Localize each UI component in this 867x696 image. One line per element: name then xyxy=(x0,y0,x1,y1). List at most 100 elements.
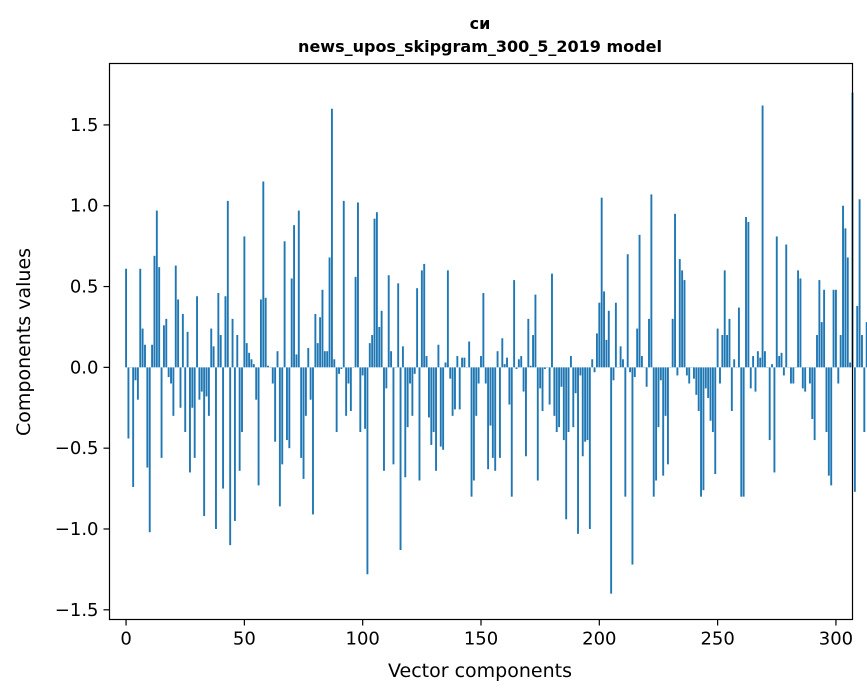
bar xyxy=(428,367,430,418)
bar xyxy=(834,289,837,368)
bars-group xyxy=(125,92,867,594)
bar xyxy=(719,367,721,384)
bar xyxy=(316,343,319,368)
bar xyxy=(418,367,421,481)
bar xyxy=(330,108,333,368)
bar xyxy=(127,367,130,439)
bar xyxy=(482,293,485,368)
y-tick-label: 0.0 xyxy=(70,357,99,378)
bar xyxy=(652,367,655,497)
bar xyxy=(612,367,615,381)
bar xyxy=(200,367,203,392)
bar xyxy=(255,367,258,400)
bar xyxy=(745,217,747,368)
bar xyxy=(659,367,662,381)
bar xyxy=(543,367,546,369)
bar xyxy=(463,357,466,368)
bar xyxy=(541,367,544,411)
chart-subtitle: news_upos_skipgram_300_5_2019 model xyxy=(298,37,662,56)
bar xyxy=(203,367,206,517)
bar xyxy=(780,352,783,368)
bar xyxy=(125,268,128,368)
x-axis: 0 50 100 150 200 250 300 xyxy=(120,619,853,650)
bar xyxy=(693,367,695,379)
bar xyxy=(517,359,520,368)
bar xyxy=(598,302,601,368)
bar xyxy=(179,367,182,408)
bar xyxy=(252,364,255,368)
bar xyxy=(865,322,867,368)
bar xyxy=(695,367,698,395)
bar xyxy=(302,367,305,479)
bar xyxy=(832,289,835,368)
bar xyxy=(858,199,861,368)
bar xyxy=(619,346,622,368)
bar xyxy=(290,278,293,368)
bar xyxy=(475,367,478,416)
bar xyxy=(510,367,513,497)
bar xyxy=(345,367,348,416)
bar xyxy=(174,265,177,368)
bar xyxy=(626,254,629,368)
bar xyxy=(207,367,210,416)
bar xyxy=(614,302,617,368)
bar xyxy=(212,346,215,368)
bar xyxy=(480,356,482,368)
bar xyxy=(752,356,755,368)
bar xyxy=(470,367,473,497)
bar xyxy=(844,228,847,368)
bar xyxy=(181,314,184,368)
bar xyxy=(198,367,201,400)
x-axis-label: Vector components xyxy=(388,660,572,682)
bar xyxy=(189,367,191,473)
bar xyxy=(515,367,518,369)
bar xyxy=(610,367,613,594)
bar xyxy=(562,367,565,441)
bar xyxy=(683,280,686,368)
bar xyxy=(818,280,821,368)
bar xyxy=(423,263,426,368)
bar xyxy=(451,367,454,416)
bar xyxy=(380,310,383,368)
bar xyxy=(349,367,352,411)
bar xyxy=(366,367,369,575)
bar xyxy=(338,367,340,374)
bar xyxy=(716,328,719,368)
bar xyxy=(624,367,627,497)
bar xyxy=(697,367,700,411)
bar xyxy=(747,221,750,368)
bar xyxy=(655,367,658,481)
bar xyxy=(778,356,781,368)
x-tick-label: 250 xyxy=(700,629,734,650)
bar xyxy=(714,367,717,475)
bar xyxy=(184,367,187,433)
bar xyxy=(723,270,726,368)
y-tick-label: −1.5 xyxy=(55,600,99,621)
bar xyxy=(472,367,475,481)
bar xyxy=(406,367,409,428)
bar xyxy=(357,202,359,368)
bar xyxy=(721,335,724,368)
bar xyxy=(792,367,795,384)
bar xyxy=(281,367,284,465)
bar xyxy=(782,367,785,376)
bar xyxy=(196,296,198,368)
bar xyxy=(513,280,516,368)
bar xyxy=(165,318,168,368)
bar xyxy=(761,105,764,368)
bar xyxy=(581,367,584,457)
bar xyxy=(309,367,312,400)
y-axis: −1.5 −1.0 −0.5 0.0 0.5 1.0 1.5 xyxy=(55,115,110,621)
x-tick-label: 300 xyxy=(819,629,853,650)
bar xyxy=(565,367,568,520)
bar xyxy=(813,367,816,441)
bar xyxy=(584,367,587,442)
bar xyxy=(233,367,236,521)
bar xyxy=(293,225,296,368)
bar xyxy=(633,367,636,378)
bar xyxy=(648,318,650,368)
bar xyxy=(340,367,343,369)
bar xyxy=(662,367,665,476)
y-tick-label: −0.5 xyxy=(55,438,99,459)
bar xyxy=(799,278,802,368)
